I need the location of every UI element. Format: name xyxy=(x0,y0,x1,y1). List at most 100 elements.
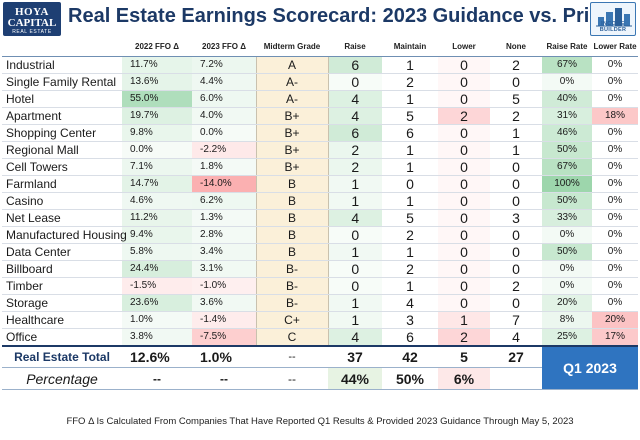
table-row: Single Family Rental 13.6% 4.4% A- 0 2 0 0 0% 0% xyxy=(2,73,638,91)
none-cell: 5 xyxy=(490,90,542,108)
logo-line-3: REAL ESTATE xyxy=(12,29,52,35)
page-title: Real Estate Earnings Scorecard: 2023 Gui… xyxy=(68,5,610,27)
table-row: Hotel 55.0% 6.0% A- 4 1 0 5 40% 0% xyxy=(2,90,638,108)
header-row: 2022 FFO Δ 2023 FFO Δ Midterm Grade Rais… xyxy=(2,38,638,57)
none-cell: 0 xyxy=(490,260,542,278)
lower-cell: 0 xyxy=(438,243,490,261)
none-cell: 2 xyxy=(490,277,542,295)
maintain-cell: 5 xyxy=(382,107,438,125)
raise-cell: 6 xyxy=(328,124,382,142)
none-cell: 0 xyxy=(490,158,542,176)
sector-cell: Single Family Rental xyxy=(2,73,122,91)
table-row: Cell Towers 7.1% 1.8% B+ 2 1 0 0 67% 0% xyxy=(2,158,638,176)
ffo-2022-cell: 11.7% xyxy=(122,56,192,74)
lower-rate-cell: 0% xyxy=(592,56,638,74)
maintain-cell: 1 xyxy=(382,243,438,261)
ffo-2022-cell: 3.8% xyxy=(122,328,192,346)
lower-cell: 0 xyxy=(438,260,490,278)
ffo-2022-cell: 24.4% xyxy=(122,260,192,278)
lower-cell: 0 xyxy=(438,226,490,244)
lower-cell: 0 xyxy=(438,277,490,295)
raise-rate-cell: 67% xyxy=(542,158,592,176)
raise-rate-cell: 8% xyxy=(542,311,592,329)
ffo-2022-cell: 19.7% xyxy=(122,107,192,125)
sector-cell: Shopping Center xyxy=(2,124,122,142)
lower-cell: 0 xyxy=(438,192,490,210)
lower-cell: 0 xyxy=(438,141,490,159)
col-header-ffo-2022: 2022 FFO Δ xyxy=(122,38,192,57)
raise-cell: 2 xyxy=(328,141,382,159)
table-row: Office 3.8% -7.5% C 4 6 2 4 25% 17% xyxy=(2,328,638,346)
maintain-cell: 2 xyxy=(382,73,438,91)
maintain-cell: 1 xyxy=(382,56,438,74)
grade-cell: A xyxy=(255,56,329,74)
lower-cell: 2 xyxy=(438,328,490,346)
maintain-cell: 2 xyxy=(382,226,438,244)
lower-cell: 0 xyxy=(438,294,490,312)
raise-rate-cell: 25% xyxy=(542,328,592,346)
lower-rate-cell: 0% xyxy=(592,158,638,176)
maintain-cell: 5 xyxy=(382,209,438,227)
raise-cell: 1 xyxy=(328,243,382,261)
raise-rate-cell: 67% xyxy=(542,56,592,74)
sector-cell: Storage xyxy=(2,294,122,312)
col-header-raise: Raise xyxy=(328,38,382,57)
lower-cell: 0 xyxy=(438,73,490,91)
lower-cell: 0 xyxy=(438,56,490,74)
maintain-cell: 1 xyxy=(382,141,438,159)
lower-cell: 2 xyxy=(438,107,490,125)
raise-rate-cell: 50% xyxy=(542,192,592,210)
ffo-2023-cell: -1.0% xyxy=(192,277,256,295)
none-cell: 0 xyxy=(490,175,542,193)
total-none: 27 xyxy=(490,344,542,368)
sector-cell: Billboard xyxy=(2,260,122,278)
grade-cell: B+ xyxy=(255,141,329,159)
lower-rate-cell: 0% xyxy=(592,141,638,159)
lower-rate-cell: 17% xyxy=(592,328,638,346)
ffo-2023-cell: -7.5% xyxy=(192,328,256,346)
lower-rate-cell: 0% xyxy=(592,209,638,227)
grade-cell: B+ xyxy=(255,158,329,176)
percentage-maintain: 50% xyxy=(382,367,438,390)
maintain-cell: 3 xyxy=(382,311,438,329)
ffo-2023-cell: 4.4% xyxy=(192,73,256,91)
table-row: Manufactured Housing 9.4% 2.8% B 0 2 0 0 0% 0% xyxy=(2,226,638,244)
raise-cell: 4 xyxy=(328,328,382,346)
col-header-grade: Midterm Grade xyxy=(256,38,328,57)
grade-cell: C+ xyxy=(255,311,329,329)
ffo-2022-cell: 4.6% xyxy=(122,192,192,210)
ffo-2022-cell: -1.5% xyxy=(122,277,192,295)
table-row: Storage 23.6% 3.6% B- 1 4 0 0 20% 0% xyxy=(2,294,638,312)
ffo-2023-cell: -14.0% xyxy=(192,175,256,193)
maintain-cell: 6 xyxy=(382,124,438,142)
raise-rate-cell: 0% xyxy=(542,260,592,278)
lower-cell: 0 xyxy=(438,175,490,193)
ffo-2022-cell: 13.6% xyxy=(122,73,192,91)
sector-cell: Farmland xyxy=(2,175,122,193)
lower-rate-cell: 0% xyxy=(592,175,638,193)
ffo-2022-cell: 55.0% xyxy=(122,90,192,108)
total-maintain: 42 xyxy=(382,344,438,368)
table-row: Farmland 14.7% -14.0% B 1 0 0 0 100% 0% xyxy=(2,175,638,193)
none-cell: 4 xyxy=(490,328,542,346)
total-grade: -- xyxy=(256,344,328,368)
raise-cell: 1 xyxy=(328,311,382,329)
grade-cell: A- xyxy=(255,90,329,108)
sector-cell: Healthcare xyxy=(2,311,122,329)
grade-cell: A- xyxy=(255,73,329,91)
building-icon xyxy=(596,8,632,27)
ffo-2023-cell: 1.8% xyxy=(192,158,256,176)
none-cell: 0 xyxy=(490,243,542,261)
table-row: Industrial 11.7% 7.2% A 6 1 0 2 67% 0% xyxy=(2,56,638,74)
raise-cell: 0 xyxy=(328,73,382,91)
raise-rate-cell: 0% xyxy=(542,277,592,295)
ffo-2023-cell: 3.1% xyxy=(192,260,256,278)
quarter-badge: Q1 2023 xyxy=(542,344,638,390)
lower-rate-cell: 0% xyxy=(592,226,638,244)
table-row: Net Lease 11.2% 1.3% B 4 5 0 3 33% 0% xyxy=(2,209,638,227)
col-header-ffo-2023: 2023 FFO Δ xyxy=(192,38,256,57)
ffo-2023-cell: 4.0% xyxy=(192,107,256,125)
table-row: Data Center 5.8% 3.4% B 1 1 0 0 50% 0% xyxy=(2,243,638,261)
sector-cell: Data Center xyxy=(2,243,122,261)
grade-cell: B xyxy=(255,192,329,210)
